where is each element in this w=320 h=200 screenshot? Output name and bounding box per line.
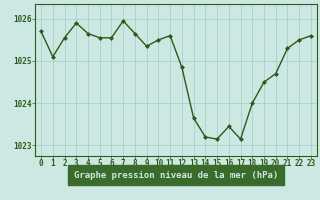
- X-axis label: Graphe pression niveau de la mer (hPa): Graphe pression niveau de la mer (hPa): [74, 171, 278, 180]
